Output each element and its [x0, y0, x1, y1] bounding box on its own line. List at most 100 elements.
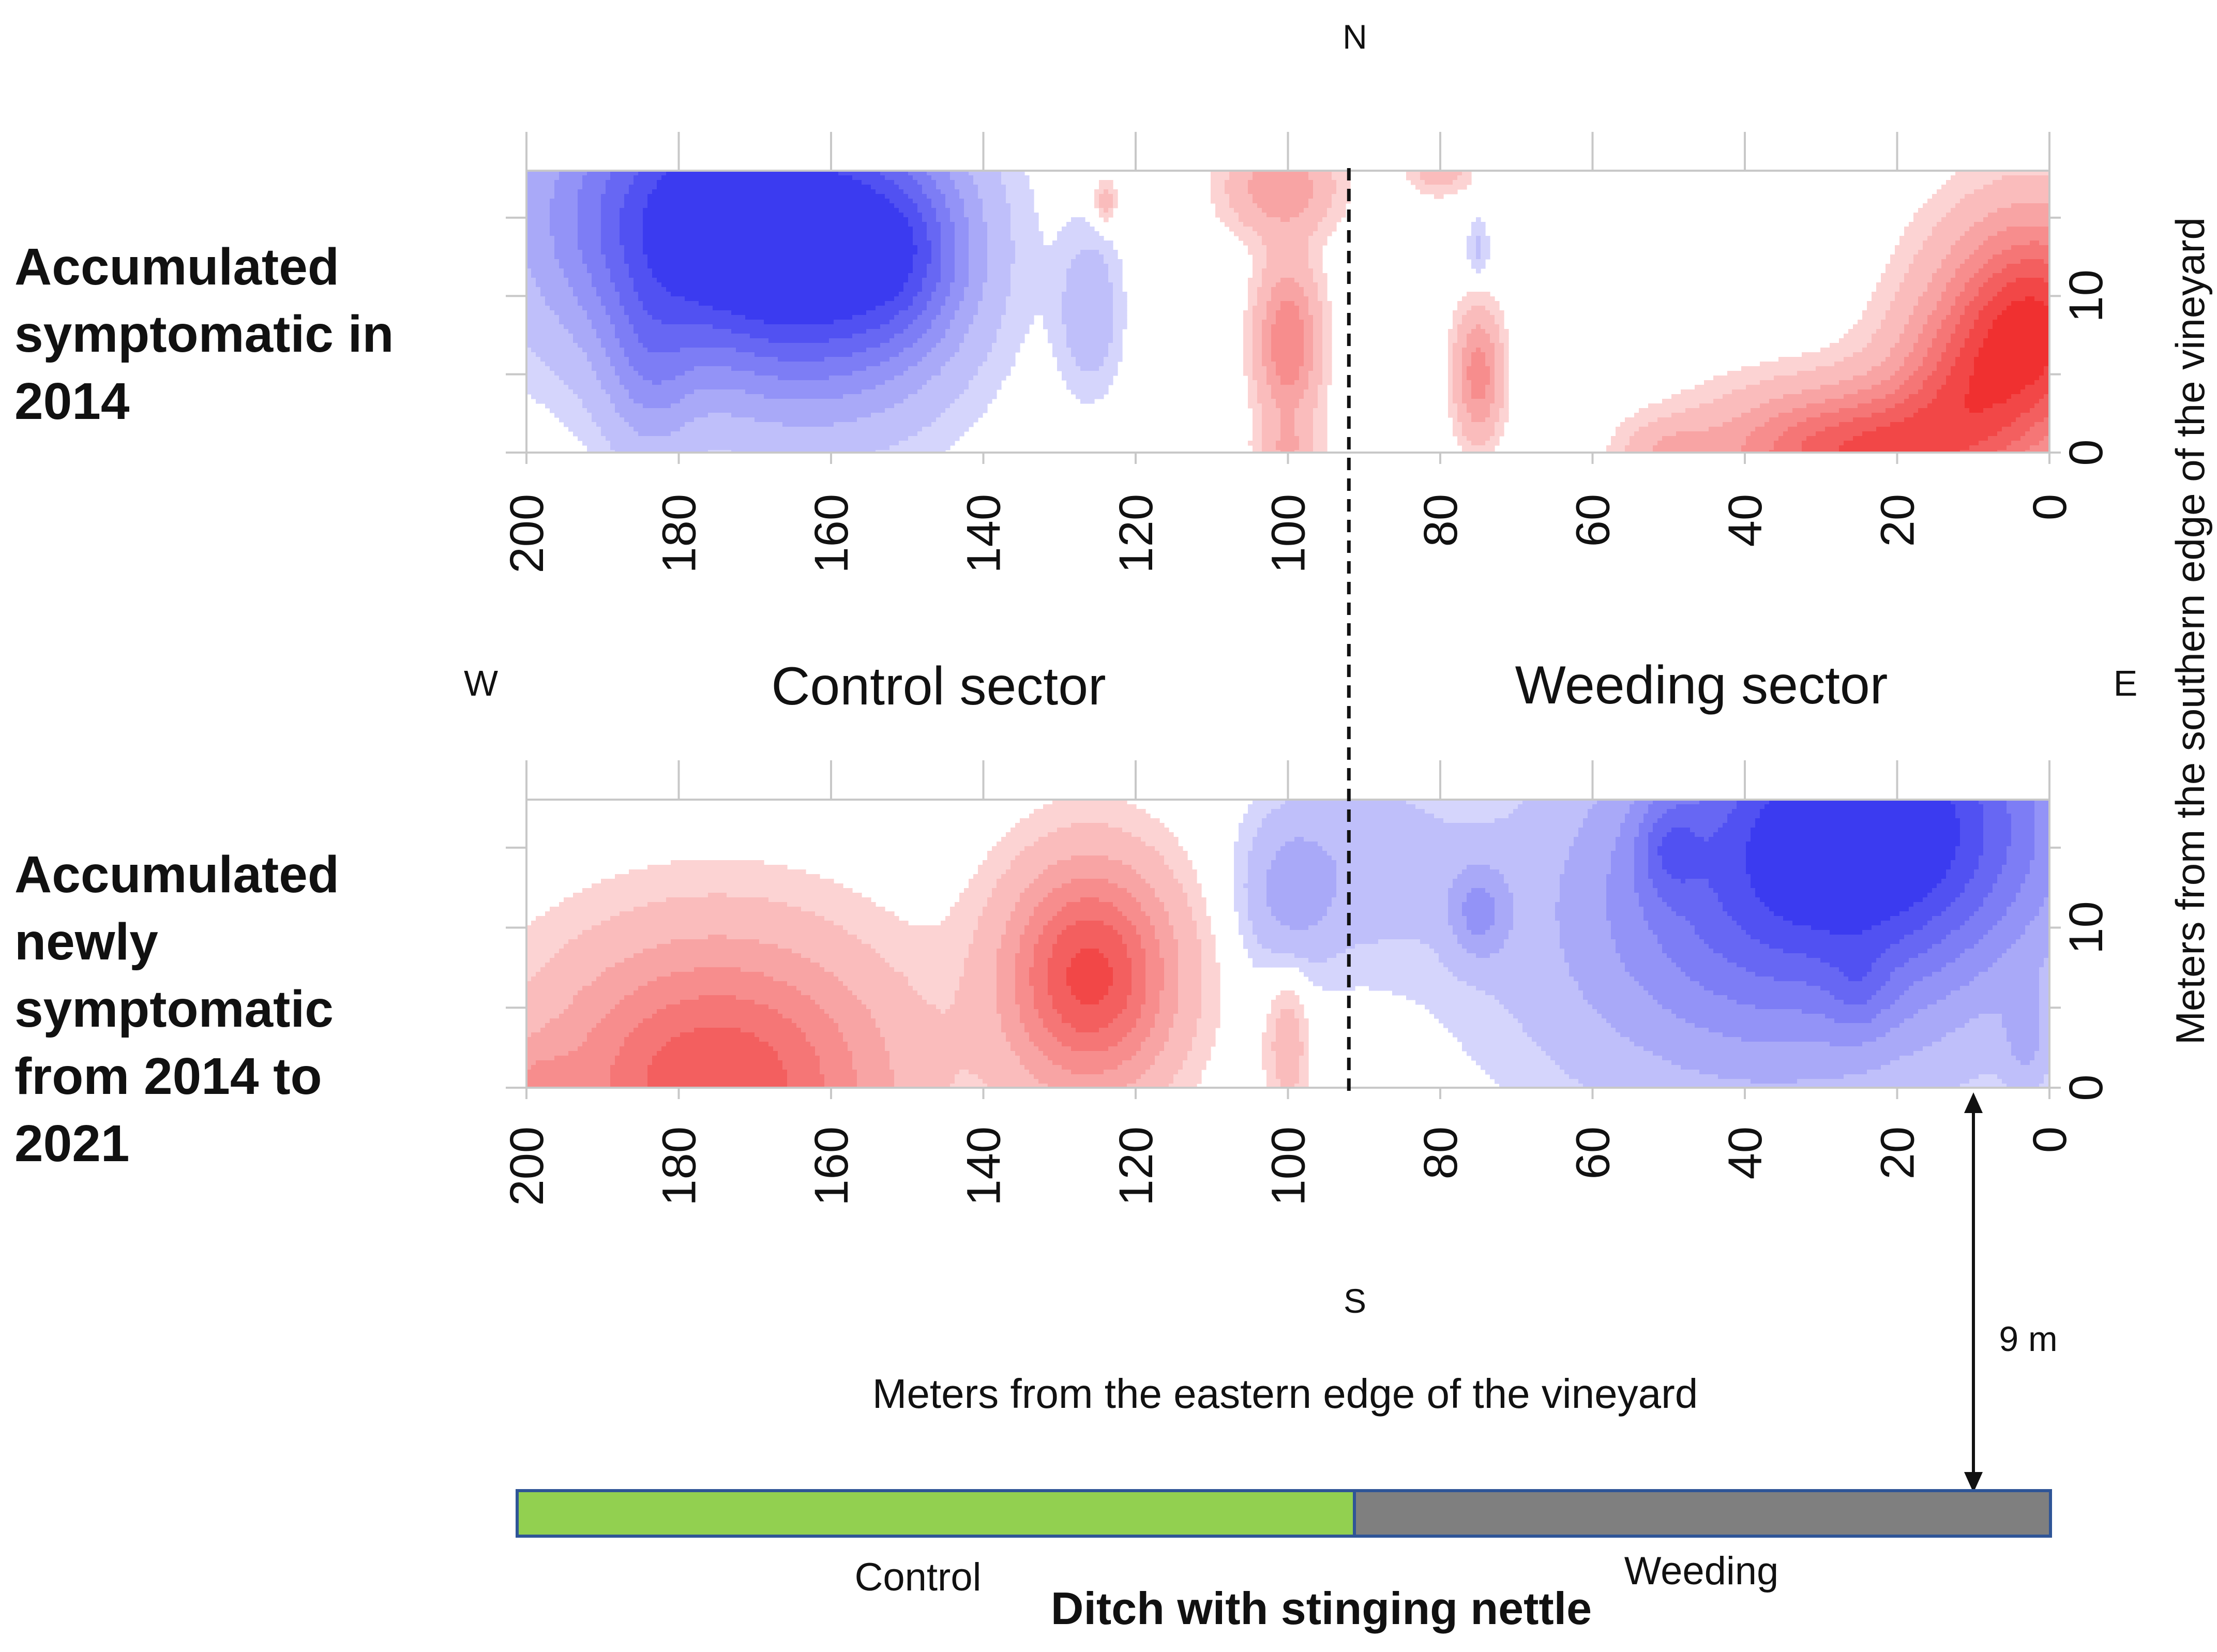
heatmap-cell	[955, 278, 960, 283]
heatmap-cell	[1276, 222, 1281, 227]
heatmap-cell	[666, 245, 671, 250]
heatmap-cell	[680, 199, 685, 204]
heatmap-cell	[1243, 189, 1248, 194]
heatmap-cell	[671, 231, 676, 236]
heatmap-cell	[531, 250, 536, 255]
heatmap-cell	[1918, 222, 1923, 227]
heatmap-cell	[610, 282, 615, 288]
heatmap-cell	[643, 268, 648, 274]
heatmap-cell	[1979, 287, 1984, 292]
heatmap-cell	[592, 287, 597, 292]
heatmap-cell	[671, 264, 676, 269]
heatmap-cell	[866, 222, 871, 227]
heatmap-cell	[1229, 222, 1234, 227]
heatmap-cell	[973, 175, 978, 181]
heatmap-cell	[1965, 254, 1970, 260]
heatmap-cell	[1974, 236, 1979, 241]
heatmap-cell	[880, 227, 885, 232]
heatmap-cell	[1229, 208, 1234, 213]
heatmap-cell	[1239, 213, 1244, 218]
heatmap-cell	[536, 250, 541, 255]
heatmap-cell	[1983, 254, 1988, 260]
heatmap-cell	[526, 245, 532, 250]
heatmap-cell	[643, 213, 648, 218]
heatmap-cell	[1071, 282, 1076, 288]
heatmap-cell	[927, 296, 932, 302]
heatmap-cell	[787, 254, 792, 260]
heatmap-cell	[731, 227, 736, 232]
heatmap-cell	[1066, 292, 1072, 297]
heatmap-cell	[820, 264, 825, 269]
heatmap-cell	[1965, 222, 1970, 227]
heatmap-cell	[1271, 171, 1276, 176]
heatmap-cell	[1090, 245, 1095, 250]
heatmap-cell	[675, 203, 681, 208]
heatmap-cell	[1951, 222, 1956, 227]
heatmap-cell	[1029, 287, 1034, 292]
heatmap-cell	[973, 217, 978, 222]
heatmap-cell	[1034, 217, 1039, 222]
heatmap-cell	[1299, 171, 1304, 176]
heatmap-cell	[1899, 250, 1905, 255]
heatmap-cell	[717, 203, 722, 208]
heatmap-cell	[862, 175, 867, 181]
heatmap-cell	[950, 273, 955, 278]
heatmap-cell	[908, 250, 913, 255]
heatmap-cell	[713, 203, 718, 208]
heatmap-cell	[1085, 254, 1090, 260]
heatmap-cell	[829, 268, 834, 274]
heatmap-cell	[792, 292, 797, 297]
heatmap-cell	[838, 268, 843, 274]
heatmap-cell	[1974, 287, 1979, 292]
heatmap-cell	[778, 180, 783, 185]
heatmap-cell	[1983, 227, 1988, 232]
heatmap-cell	[568, 194, 574, 199]
heatmap-cell	[955, 268, 960, 274]
heatmap-cell	[671, 273, 676, 278]
heatmap-cell	[1974, 245, 1979, 250]
heatmap-cell	[1904, 292, 1909, 297]
heatmap-cell	[857, 217, 862, 222]
heatmap-cell	[1001, 180, 1006, 185]
heatmap-cell	[2030, 282, 2035, 288]
heatmap-cell	[596, 241, 601, 246]
heatmap-cell	[1266, 194, 1272, 199]
heatmap-cell	[773, 292, 778, 297]
heatmap-cell	[1453, 171, 1458, 176]
heatmap-cell	[773, 236, 778, 241]
heatmap-cell	[936, 185, 941, 190]
heatmap-cell	[987, 203, 992, 208]
heatmap-cell	[941, 213, 946, 218]
heatmap-cell	[1011, 287, 1016, 292]
heatmap-cell	[736, 203, 741, 208]
heatmap-cell	[759, 189, 764, 194]
heatmap-cell	[559, 273, 564, 278]
heatmap-cell	[661, 231, 667, 236]
heatmap-cell	[969, 282, 974, 288]
heatmap-cell	[1913, 278, 1919, 283]
heatmap-cell	[1909, 250, 1914, 255]
heatmap-cell	[568, 278, 574, 283]
heatmap-cell	[922, 268, 927, 274]
heatmap-cell	[1215, 189, 1220, 194]
heatmap-cell	[941, 227, 946, 232]
heatmap-cell	[973, 259, 978, 264]
heatmap-cell	[1308, 199, 1314, 204]
heatmap-cell	[959, 250, 964, 255]
heatmap-cell	[1294, 199, 1300, 204]
heatmap-cell	[610, 296, 615, 302]
heatmap-cell	[606, 264, 611, 269]
heatmap-cell	[2025, 236, 2030, 241]
heatmap-cell	[978, 217, 983, 222]
heatmap-cell	[657, 217, 662, 222]
heatmap-cell	[1001, 213, 1006, 218]
heatmap-cell	[606, 199, 611, 204]
heatmap-cell	[987, 287, 992, 292]
heatmap-cell	[1327, 227, 1332, 232]
heatmap-cell	[2007, 208, 2012, 213]
heatmap-cell	[1062, 268, 1067, 274]
heatmap-cell	[894, 227, 899, 232]
heatmap-cell	[1225, 199, 1230, 204]
heatmap-cell	[1062, 264, 1067, 269]
heatmap-cell	[2002, 185, 2007, 190]
